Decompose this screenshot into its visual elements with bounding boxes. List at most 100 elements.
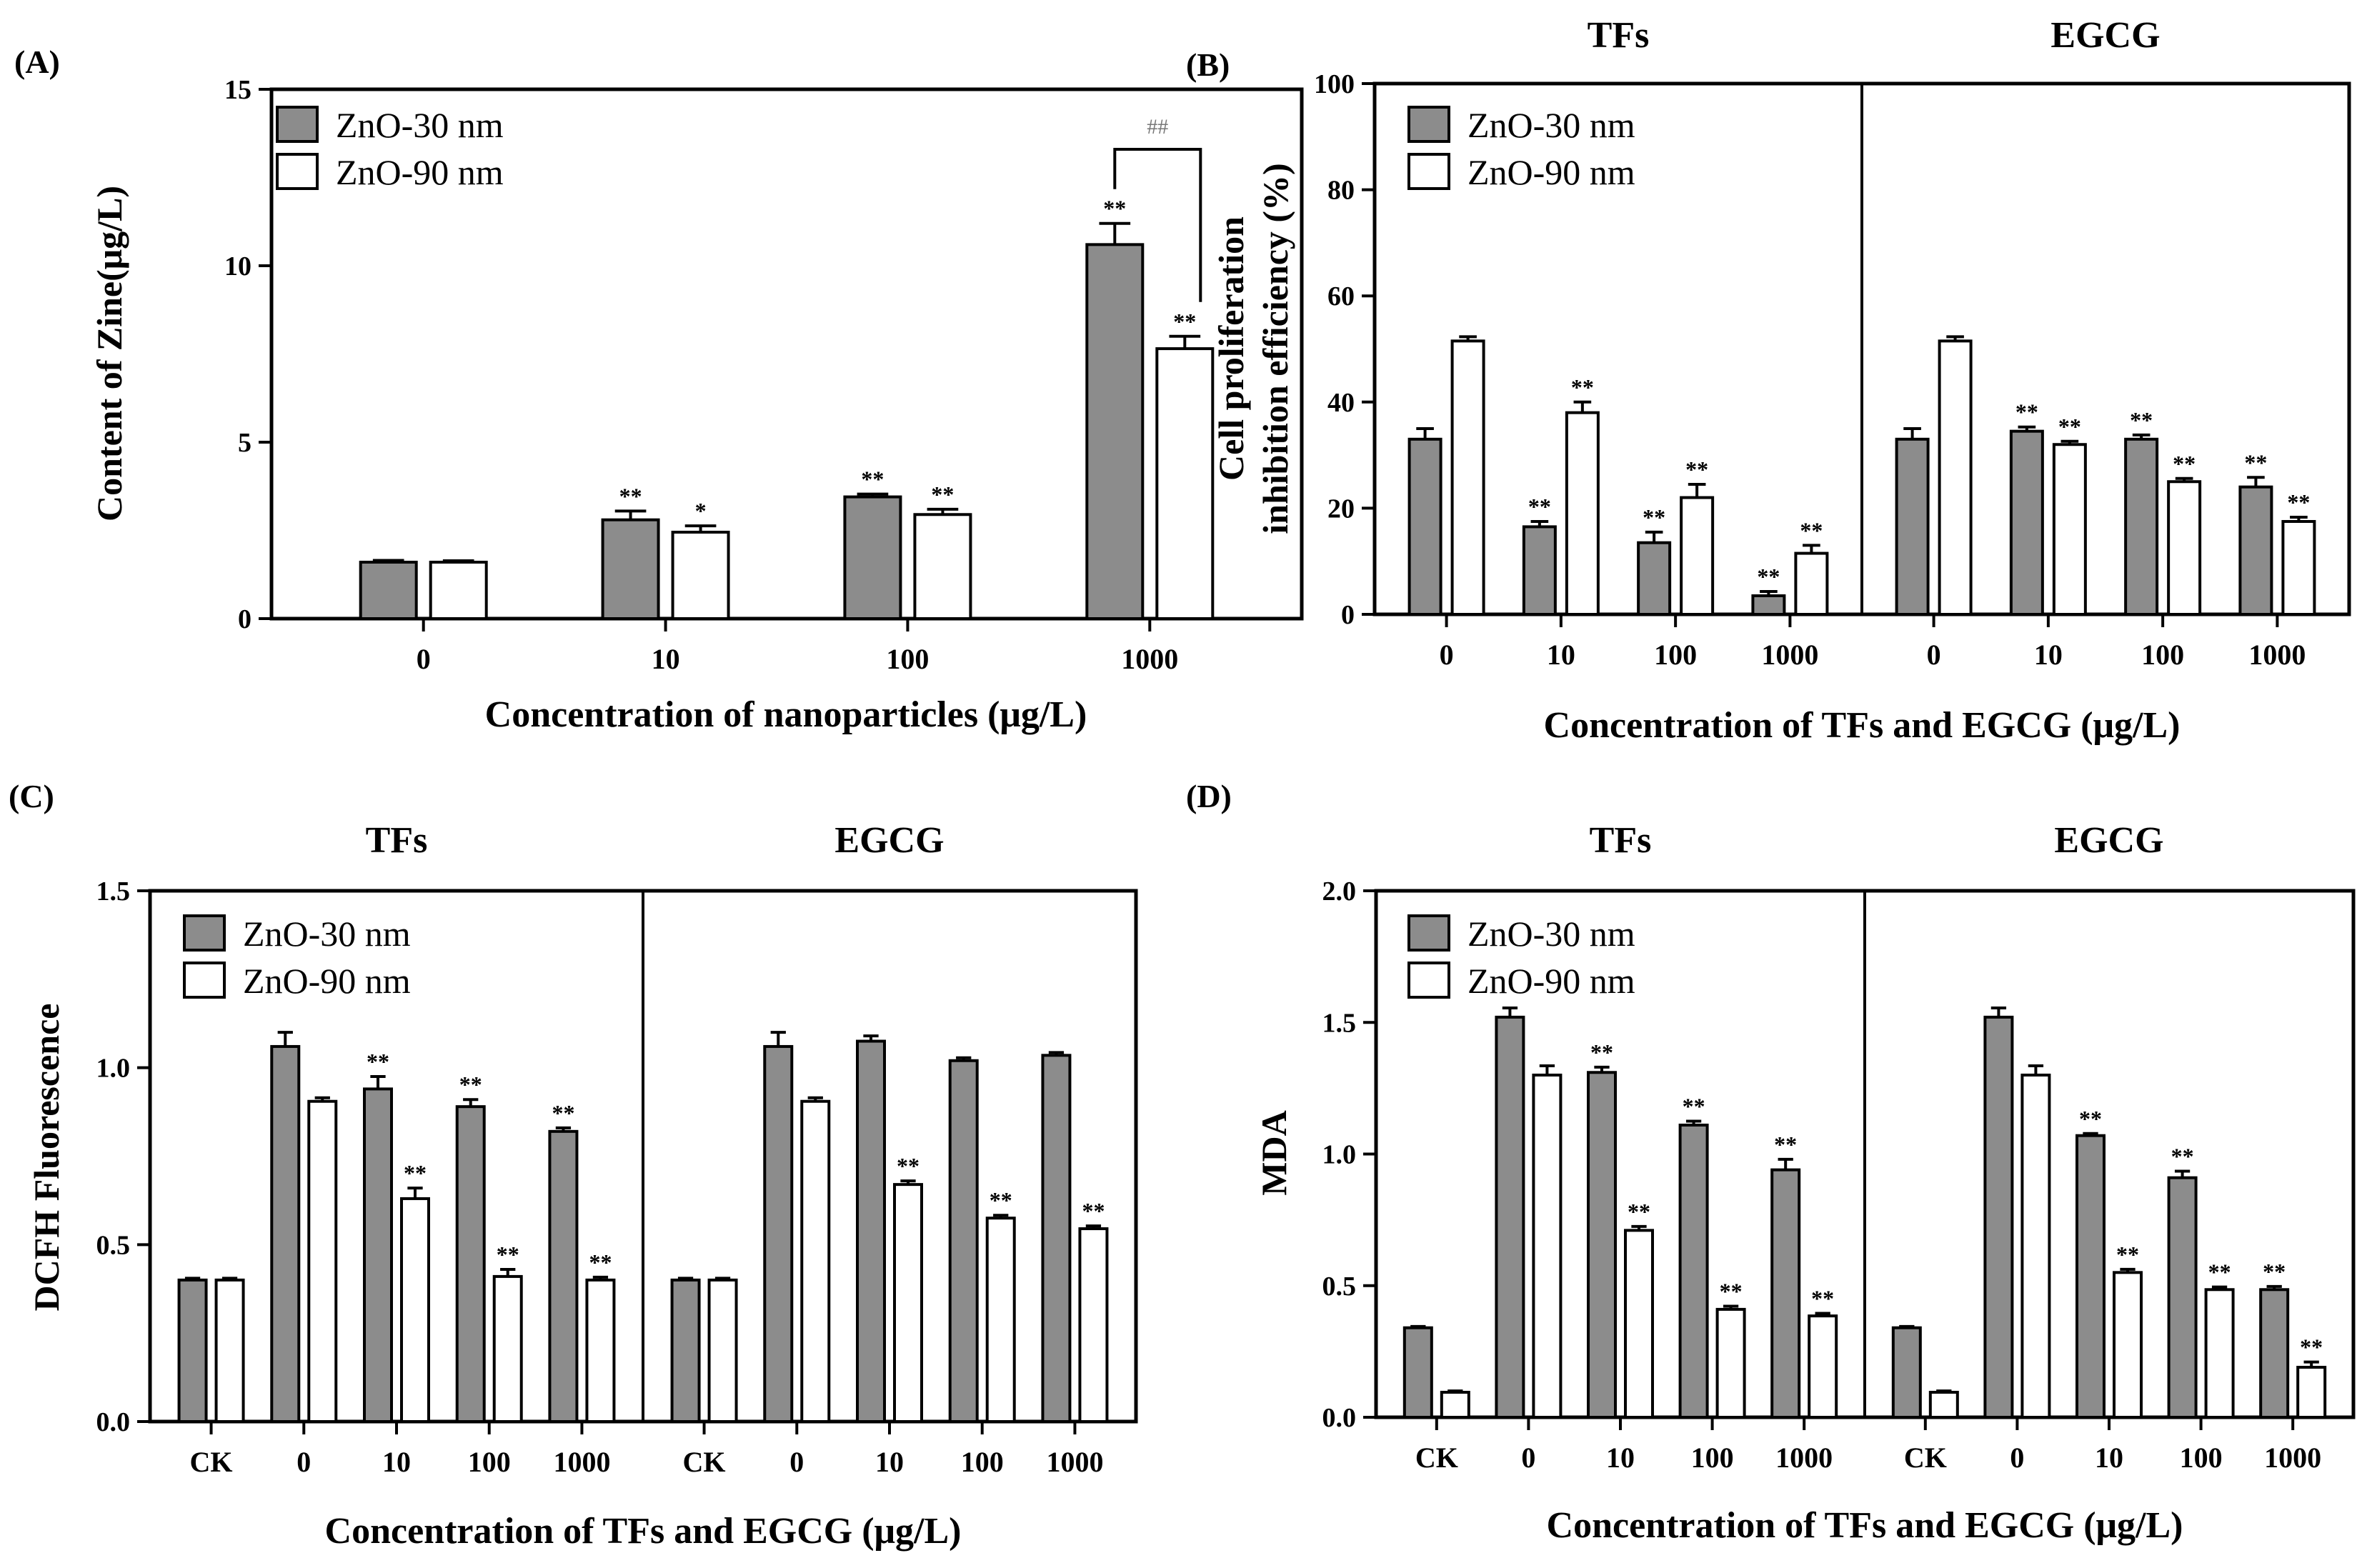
y-axis-label: Content of Zine(μg/L) bbox=[89, 186, 129, 521]
y-tick-label: 20 bbox=[1327, 494, 1355, 524]
significance-mark: ** bbox=[1571, 374, 1594, 400]
significance-mark: ** bbox=[2171, 1143, 2194, 1169]
significance-mark: ** bbox=[1628, 1199, 1650, 1224]
y-axis-label: DCFH Fluorescence bbox=[26, 1004, 66, 1312]
bar-zno-30nm bbox=[601, 518, 660, 620]
bar-zno-30nm bbox=[763, 1044, 794, 1423]
bar-zno-90nm bbox=[2113, 1271, 2143, 1419]
significance-mark: ** bbox=[552, 1100, 574, 1126]
significance-mark: ** bbox=[1757, 564, 1780, 589]
legend-label: ZnO-90 nm bbox=[1467, 152, 1635, 192]
significance-mark: ** bbox=[861, 466, 884, 492]
significance-mark: ** bbox=[1528, 494, 1551, 519]
significance-mark: ** bbox=[459, 1072, 482, 1097]
bar-zno-30nm bbox=[2259, 1288, 2290, 1419]
x-tick-label: 0 bbox=[1440, 639, 1454, 671]
legend-swatch bbox=[1407, 153, 1450, 190]
significance-mark: ** bbox=[1720, 1278, 1743, 1304]
bar-zno-90nm bbox=[1440, 1390, 1470, 1419]
bar-zno-30nm bbox=[359, 560, 418, 621]
bar-zno-30nm bbox=[1522, 525, 1557, 616]
bar-zno-30nm bbox=[1587, 1071, 1617, 1419]
x-tick-label: CK bbox=[1904, 1442, 1947, 1474]
bar-zno-90nm bbox=[1155, 347, 1215, 620]
panel-label: (A) bbox=[14, 44, 60, 80]
y-tick-label: 15 bbox=[224, 75, 251, 105]
x-tick-label: 100 bbox=[961, 1446, 1004, 1478]
x-tick-label: 1000 bbox=[1046, 1446, 1103, 1478]
significance-mark: ** bbox=[1590, 1039, 1613, 1065]
y-tick-label: 2.0 bbox=[1322, 877, 1357, 907]
significance-mark: ** bbox=[367, 1049, 389, 1074]
bar-zno-30nm bbox=[1407, 437, 1442, 616]
group-title: EGCG bbox=[834, 820, 944, 861]
bar-zno-30nm bbox=[1891, 1326, 1922, 1419]
bar-zno-30nm bbox=[843, 495, 902, 620]
bar-zno-30nm bbox=[1983, 1015, 2014, 1419]
bar-zno-30nm bbox=[1041, 1054, 1072, 1423]
plot-frame bbox=[269, 87, 1304, 621]
group-title: TFs bbox=[366, 820, 428, 861]
x-tick-label: 1000 bbox=[2248, 639, 2306, 671]
legend-label: ZnO-30 nm bbox=[1467, 914, 1635, 954]
legend-swatch bbox=[276, 153, 319, 190]
bar-zno-90nm bbox=[585, 1278, 616, 1424]
bar-zno-30nm bbox=[1895, 437, 1930, 616]
y-tick-label: 0.5 bbox=[1322, 1272, 1357, 1302]
y-tick-label: 10 bbox=[224, 251, 251, 281]
x-tick-label: 100 bbox=[2141, 639, 2184, 671]
y-tick-label: 5 bbox=[238, 428, 251, 458]
x-tick-label: 100 bbox=[468, 1446, 511, 1478]
bar-zno-30nm bbox=[2238, 485, 2273, 616]
y-tick-label: 1.0 bbox=[96, 1054, 131, 1084]
bar-zno-30nm bbox=[270, 1044, 301, 1423]
x-tick-label: 10 bbox=[875, 1446, 904, 1478]
significance-mark: ** bbox=[1811, 1285, 1834, 1311]
x-tick-label: CK bbox=[190, 1446, 233, 1478]
bar-zno-90nm bbox=[1680, 496, 1715, 616]
bar-zno-30nm bbox=[1751, 594, 1786, 616]
bar-zno-30nm bbox=[363, 1087, 393, 1424]
x-tick-label: 0 bbox=[1927, 639, 1941, 671]
legend-label: ZnO-90 nm bbox=[243, 961, 411, 1001]
significance-mark: ** bbox=[2015, 399, 2038, 425]
bar-zno-30nm bbox=[1678, 1123, 1709, 1419]
bar-zno-90nm bbox=[2020, 1073, 2051, 1419]
x-tick-label: 1000 bbox=[2264, 1442, 2321, 1474]
significance-mark: ** bbox=[1685, 456, 1708, 482]
x-tick-label: CK bbox=[683, 1446, 726, 1478]
y-tick-label: 1.5 bbox=[96, 877, 131, 907]
bar-zno-90nm bbox=[985, 1217, 1016, 1424]
x-axis-label: Concentration of TFs and EGCG (μg/L) bbox=[1547, 1505, 2183, 1546]
bar-zno-90nm bbox=[1532, 1073, 1563, 1419]
significance-mark: ** bbox=[619, 483, 642, 509]
bar-zno-90nm bbox=[913, 513, 972, 621]
x-tick-label: 0 bbox=[296, 1446, 311, 1478]
x-tick-label: 10 bbox=[2095, 1442, 2123, 1474]
significance-mark: ** bbox=[497, 1242, 519, 1267]
bar-zno-90nm bbox=[893, 1183, 923, 1424]
x-tick-label: 0 bbox=[789, 1446, 804, 1478]
x-tick-label: 10 bbox=[1606, 1442, 1635, 1474]
bar-zno-90nm bbox=[1928, 1390, 1959, 1419]
legend-label: ZnO-30 nm bbox=[336, 105, 504, 145]
legend-label: ZnO-90 nm bbox=[1467, 961, 1635, 1001]
significance-mark: ** bbox=[1800, 517, 1823, 543]
bar-zno-90nm bbox=[1808, 1314, 1838, 1419]
x-tick-label: 1000 bbox=[1121, 643, 1178, 675]
y-axis-label: Cell proliferation bbox=[1211, 216, 1251, 481]
y-tick-label: 0 bbox=[238, 604, 251, 634]
significance-mark: ** bbox=[1774, 1132, 1797, 1157]
y-tick-label: 0.5 bbox=[96, 1230, 131, 1260]
bar-zno-30nm bbox=[670, 1278, 701, 1424]
significance-mark: ** bbox=[2116, 1242, 2139, 1267]
x-tick-label: 0 bbox=[1521, 1442, 1535, 1474]
significance-mark: ** bbox=[1103, 196, 1126, 221]
significance-mark: ** bbox=[589, 1249, 612, 1275]
significance-mark: ** bbox=[2058, 414, 2081, 439]
chart-panel-2: (C) 0.0 0.5 1.0 1.5 DCFH Fluorescence Concentr… bbox=[9, 778, 1138, 1552]
bar-zno-90nm bbox=[2052, 443, 2087, 616]
significance-mark: ** bbox=[1643, 504, 1665, 530]
bar-zno-90nm bbox=[307, 1099, 338, 1424]
